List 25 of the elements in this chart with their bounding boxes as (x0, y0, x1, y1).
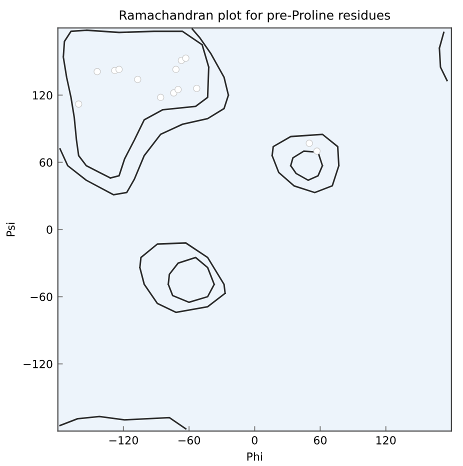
point (94, 68, 101, 76)
chart-title: Ramachandran plot for pre-Proline residues (120, 10, 390, 22)
y-tick-label: 60 (40, 158, 52, 167)
y-axis-title: Psi (6, 222, 15, 236)
point (174, 86, 182, 94)
point (157, 94, 164, 101)
point (75, 100, 82, 108)
y-tick-label: −120 (24, 360, 52, 368)
y-tick-label: −60 (30, 292, 52, 302)
point (172, 66, 180, 73)
point (193, 84, 200, 92)
x-tick-label: 0 (252, 436, 258, 445)
x-tick-label: −60 (178, 436, 200, 445)
line-series (59, 416, 187, 430)
point (134, 76, 142, 84)
x-axis-title: Phi (247, 452, 262, 461)
point (115, 66, 123, 73)
y-tick-label: 120 (33, 91, 52, 100)
x-tick-label: 120 (376, 436, 396, 445)
point (306, 140, 313, 147)
x-tick-label: 60 (314, 436, 327, 445)
point (182, 54, 190, 62)
x-tick-label: −120 (109, 436, 138, 445)
y-tick-label: 0 (46, 225, 52, 234)
point (313, 148, 321, 155)
